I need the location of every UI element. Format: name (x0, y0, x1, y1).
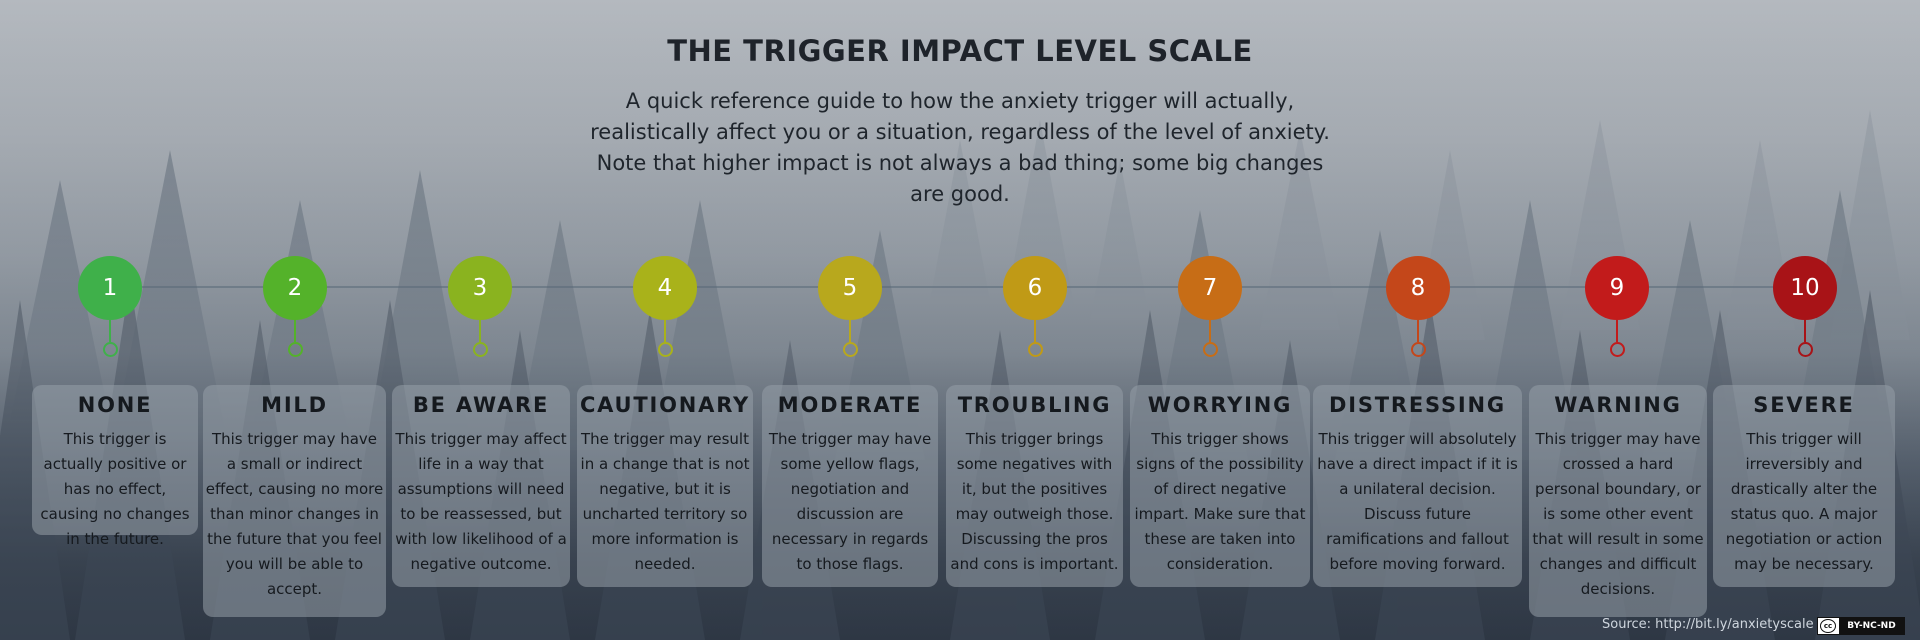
level-10-stem (1804, 320, 1806, 342)
source-link[interactable]: Source: http://bit.ly/anxietyscale (1602, 617, 1814, 632)
level-4-ring-icon (658, 342, 673, 357)
level-9-stem (1616, 320, 1618, 342)
level-name: BE AWARE (412, 393, 550, 417)
level-7-stem (1209, 320, 1211, 342)
level-2-circle: 2 (263, 256, 327, 320)
level-7-ring-icon (1203, 342, 1218, 357)
level-1-ring-icon (103, 342, 118, 357)
level-8-stem (1417, 320, 1419, 342)
page-title: THE TRIGGER IMPACT LEVEL SCALE (667, 34, 1253, 68)
level-2-stem (294, 320, 296, 342)
level-description: This trigger brings some negatives with … (950, 430, 1119, 573)
level-description: This trigger will irreversibly and drast… (1725, 430, 1883, 573)
level-description: This trigger may have a small or indirec… (205, 430, 384, 598)
level-card-mild: MILD This trigger may have a small or ind… (203, 385, 386, 617)
level-9-circle: 9 (1585, 256, 1649, 320)
level-name: MILD (261, 393, 328, 417)
level-description: This trigger is actually positive or has… (40, 430, 190, 548)
page-subtitle: A quick reference guide to how the anxie… (590, 89, 1330, 206)
level-8-ring-icon (1411, 342, 1426, 357)
level-description: This trigger may have crossed a hard per… (1532, 430, 1704, 598)
level-name: WORRYING (1147, 393, 1293, 417)
level-1-circle: 1 (78, 256, 142, 320)
scale-connector-line (110, 286, 1805, 288)
level-description: This trigger will absolutely have a dire… (1317, 430, 1518, 573)
level-7-circle: 7 (1178, 256, 1242, 320)
level-3-circle: 3 (448, 256, 512, 320)
level-3-ring-icon (473, 342, 488, 357)
level-10-ring-icon (1798, 342, 1813, 357)
level-9-ring-icon (1610, 342, 1625, 357)
level-name: MODERATE (777, 393, 923, 417)
level-6-stem (1034, 320, 1036, 342)
level-name: DISTRESSING (1329, 393, 1506, 417)
license-badge: cc BY-NC-ND (1817, 617, 1905, 635)
level-card-worrying: WORRYING This trigger shows signs of the … (1130, 385, 1310, 587)
level-5-circle: 5 (818, 256, 882, 320)
level-5-stem (849, 320, 851, 342)
level-card-moderate: MODERATE The trigger may have some yellow… (762, 385, 938, 587)
level-card-cautionary: CAUTIONARY The trigger may result in a ch… (577, 385, 753, 587)
level-card-warning: WARNING This trigger may have crossed a h… (1529, 385, 1707, 617)
level-name: SEVERE (1753, 393, 1855, 417)
level-4-stem (664, 320, 666, 342)
creative-commons-icon: cc (1820, 619, 1836, 633)
level-description: This trigger shows signs of the possibil… (1134, 430, 1306, 573)
level-card-be-aware: BE AWARE This trigger may affect life in … (392, 385, 570, 587)
level-name: NONE (77, 393, 153, 417)
level-card-distressing: DISTRESSING This trigger will absolutely … (1313, 385, 1522, 587)
level-4-circle: 4 (633, 256, 697, 320)
level-name: WARNING (1554, 393, 1682, 417)
level-description: The trigger may have some yellow flags, … (768, 430, 932, 573)
level-10-circle: 10 (1773, 256, 1837, 320)
level-name: CAUTIONARY (579, 393, 751, 417)
level-description: This trigger may affect life in a way th… (395, 430, 567, 573)
level-card-none: NONE This trigger is actually positive or… (32, 385, 198, 548)
level-3-stem (479, 320, 481, 342)
level-8-circle: 8 (1386, 256, 1450, 320)
level-5-ring-icon (843, 342, 858, 357)
level-2-ring-icon (288, 342, 303, 357)
level-6-circle: 6 (1003, 256, 1067, 320)
level-card-severe: SEVERE This trigger will irreversibly and… (1713, 385, 1895, 587)
level-description: The trigger may result in a change that … (580, 430, 750, 573)
license-label: BY-NC-ND (1839, 618, 1904, 634)
level-1-stem (109, 320, 111, 342)
level-6-ring-icon (1028, 342, 1043, 357)
level-name: TROUBLING (957, 393, 1112, 417)
level-card-troubling: TROUBLING This trigger brings some negati… (946, 385, 1123, 587)
